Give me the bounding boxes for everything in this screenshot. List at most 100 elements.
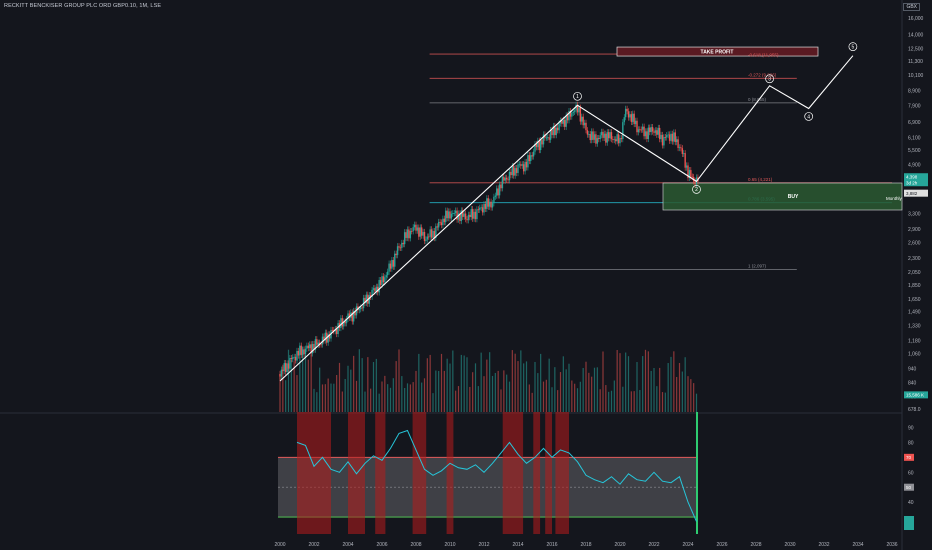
volume-bar [627,356,630,412]
candle-body [548,137,550,140]
candle-body [616,134,618,142]
volume-bar [304,355,307,412]
volume-bar [605,385,607,412]
volume-bar [602,351,604,412]
volume-bar [282,364,284,412]
candle-body [436,226,438,228]
volume-bar [463,355,465,412]
candle-body [549,130,552,140]
candle-body [413,224,416,228]
candle-body [637,129,640,133]
candle-body [683,153,685,154]
time-axis-tick: 2004 [342,542,353,548]
candle-body [612,139,614,141]
time-axis-tick: 2028 [750,542,761,548]
volume-bar [290,360,292,412]
candle-body [620,138,623,140]
volume-bar [534,361,536,412]
volume-bar [279,375,281,412]
candle-body [457,213,460,220]
volume-bar [571,380,573,412]
candle-body [293,356,295,358]
candle-body [486,198,488,209]
candle-body [411,230,413,232]
candle-body [381,276,383,285]
candle-body [422,231,424,236]
volume-bar [316,392,318,412]
candle-body [636,120,638,133]
volume-bar [327,378,329,412]
candle-body [514,168,516,176]
candle-body [423,231,426,242]
volume-bar [429,354,431,412]
candle-body [687,165,689,178]
candle-body [401,242,403,248]
candle-body [396,246,399,256]
candle-body [405,232,407,238]
candle-body [515,168,518,173]
volume-bar [483,376,485,412]
candle-body [586,130,589,135]
time-axis-tick: 2016 [546,542,557,548]
candle-body [317,342,319,345]
candle-body [290,358,293,360]
volume-bar [545,379,547,412]
candle-body [301,349,304,355]
price-axis-tick: 1,330 [908,324,921,330]
candle-body [476,209,478,220]
candle-body [347,313,349,319]
volume-bar [336,374,338,412]
candle-body [406,229,409,238]
candle-body [566,115,569,121]
candle-body [656,130,658,135]
candle-body [481,207,484,213]
volume-bar [443,370,445,412]
candle-body [576,104,579,113]
volume-bar [650,370,652,412]
candle-body [598,138,600,140]
candle-body [654,130,657,133]
price-tag-label: 15,586 K [906,393,924,398]
rsi-overbought-highlight [533,412,541,534]
candle-body [360,307,362,310]
candle-body [593,134,596,140]
volume-bar [477,386,479,412]
candle-body [569,111,572,117]
volume-bar [381,381,383,412]
candle-body [314,339,317,350]
candle-body [677,139,679,148]
candle-body [398,246,400,248]
candle-body [615,139,617,142]
candle-body [660,134,662,140]
volume-bar [576,388,579,412]
candle-body [331,329,334,331]
volume-bar [690,379,692,412]
price-axis-tick: 4,900 [908,162,921,168]
volume-bar [344,379,346,412]
candle-body [554,125,556,136]
time-axis-tick: 2000 [274,542,285,548]
candle-body [364,297,366,304]
candle-body [525,161,528,168]
currency-badge[interactable]: GBX [903,3,920,11]
candle-body [443,218,446,223]
candle-body [622,122,624,140]
rsi-marker-tag [904,453,914,461]
candle-body [673,132,675,142]
volume-bar [438,370,440,412]
rsi-line [296,429,697,522]
take-profit-zone [616,46,819,57]
volume-bar [469,386,471,412]
candle-body [479,207,481,210]
wave-label: 5 [852,44,855,50]
candle-body [493,196,495,204]
rsi-axis-tick: 90 [908,425,914,431]
candle-body [633,113,635,125]
candle-body [551,130,553,136]
volume-bar [656,386,658,412]
candle-body [524,161,526,172]
volume-bar [687,376,689,412]
candle-body [599,135,601,140]
candle-body [292,357,294,360]
